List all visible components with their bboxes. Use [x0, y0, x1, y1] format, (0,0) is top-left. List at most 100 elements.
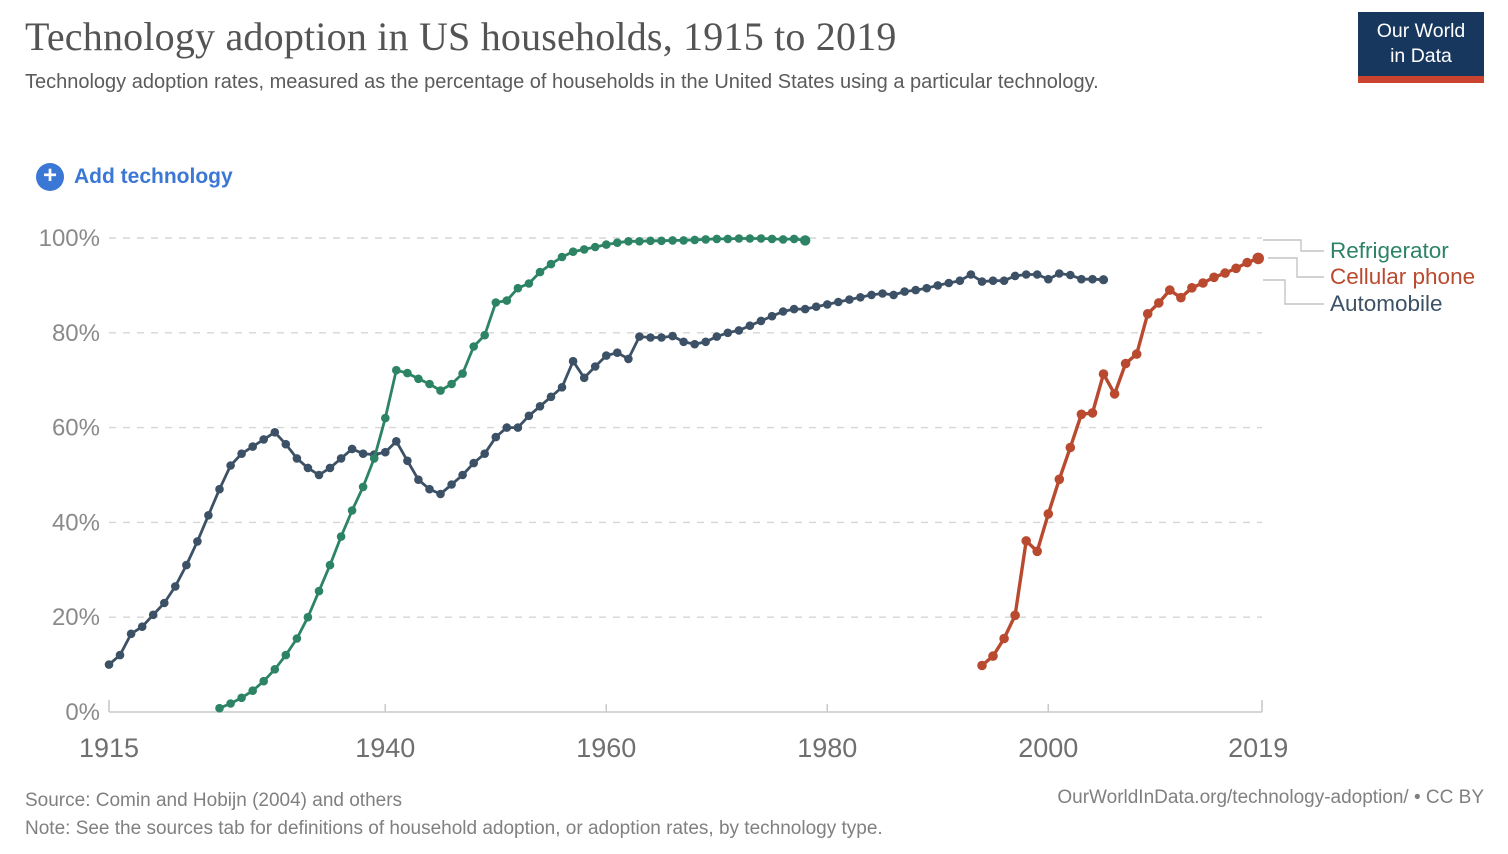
point-automobile-1927	[237, 449, 246, 459]
point-automobile-1921	[171, 582, 180, 591]
legend-connector-cellular-phone	[1268, 257, 1324, 278]
point-cellular-phone-2013	[1187, 283, 1197, 293]
point-automobile-1930	[270, 428, 280, 437]
point-refrigerator-1971	[723, 234, 733, 244]
point-automobile-1962	[624, 354, 633, 364]
x-axis-label-1960: 1960	[576, 733, 636, 763]
point-automobile-2004	[1088, 274, 1097, 284]
point-refrigerator-1946	[447, 379, 456, 389]
point-refrigerator-1959	[590, 242, 600, 252]
point-refrigerator-1948	[469, 342, 479, 351]
point-automobile-1933	[303, 463, 313, 473]
point-automobile-1942	[403, 456, 412, 466]
point-cellular-phone-1998	[1021, 536, 1031, 546]
point-refrigerator-1941	[392, 365, 401, 375]
line-refrigerator	[218, 237, 806, 710]
point-automobile-1940	[381, 447, 390, 457]
point-refrigerator-1955	[546, 259, 556, 269]
point-cellular-phone-2008	[1131, 349, 1142, 359]
point-refrigerator-1956	[557, 252, 567, 262]
point-automobile-1999	[1032, 270, 1042, 279]
point-automobile-1981	[834, 297, 843, 307]
point-automobile-1986	[889, 290, 898, 300]
point-automobile-1923	[193, 537, 202, 546]
point-cellular-phone-2000	[1043, 509, 1054, 519]
page-subtitle: Technology adoption rates, measured as t…	[25, 71, 1099, 93]
point-automobile-1970	[712, 332, 722, 341]
point-refrigerator-1938	[358, 482, 368, 492]
owid-logo-accent-bar	[1358, 76, 1484, 83]
point-refrigerator-1933	[303, 612, 313, 622]
legend-item-refrigerator[interactable]: Refrigerator	[1330, 238, 1449, 263]
note-text: Note: See the sources tab for definition…	[25, 818, 883, 839]
point-automobile-1955	[546, 392, 556, 402]
point-refrigerator-1929	[259, 676, 269, 686]
point-automobile-1967	[679, 337, 688, 347]
credit-link[interactable]: OurWorldInData.org/technology-adoption/ …	[1057, 787, 1484, 808]
page-title: Technology adoption in US households, 19…	[25, 14, 897, 59]
point-refrigerator-1957	[568, 247, 578, 256]
point-automobile-1992	[955, 276, 965, 286]
point-automobile-1925	[215, 484, 224, 494]
point-automobile-1977	[789, 304, 799, 314]
x-axis-label-1980: 1980	[797, 733, 857, 763]
point-automobile-2003	[1077, 274, 1086, 284]
point-automobile-2002	[1066, 270, 1075, 280]
point-cellular-phone-2017	[1231, 263, 1241, 274]
point-automobile-1978	[800, 304, 810, 314]
point-automobile-1989	[922, 283, 931, 293]
add-technology-button[interactable]: + Add technology	[36, 163, 233, 191]
point-cellular-phone-1996	[999, 633, 1009, 644]
point-automobile-1944	[425, 484, 434, 494]
point-automobile-1931	[281, 439, 291, 449]
point-refrigerator-1949	[480, 330, 490, 340]
point-automobile-1985	[878, 289, 887, 298]
point-refrigerator-1964	[646, 236, 655, 246]
point-refrigerator-1973	[745, 234, 755, 243]
point-automobile-1932	[292, 454, 302, 463]
y-axis-label-100: 100%	[39, 225, 100, 252]
point-refrigerator-1974	[756, 234, 766, 243]
point-automobile-1926	[226, 461, 235, 470]
point-refrigerator-1925	[215, 703, 224, 713]
point-automobile-1935	[325, 463, 335, 473]
legend-connector-refrigerator	[1263, 239, 1324, 252]
point-refrigerator-1950	[491, 298, 501, 307]
point-automobile-1954	[535, 402, 545, 411]
point-refrigerator-1965	[657, 236, 666, 246]
point-cellular-phone-2004	[1087, 408, 1098, 418]
point-cellular-phone-1999	[1032, 546, 1042, 557]
point-refrigerator-1945	[436, 386, 445, 395]
point-automobile-2000	[1044, 274, 1053, 284]
point-automobile-1964	[646, 333, 655, 342]
x-axis-label-2019: 2019	[1228, 733, 1288, 763]
point-cellular-phone-1995	[988, 651, 998, 661]
point-automobile-1918	[137, 622, 147, 631]
source-text: Source: Comin and Hobijn (2004) and othe…	[25, 790, 403, 811]
point-refrigerator-1934	[314, 586, 324, 596]
point-refrigerator-1939	[369, 454, 379, 463]
point-automobile-1952	[513, 423, 523, 432]
y-axis-label-80: 80%	[52, 320, 100, 347]
point-automobile-1972	[734, 326, 744, 335]
point-cellular-phone-2015	[1209, 272, 1219, 283]
point-automobile-1974	[756, 316, 766, 326]
line-cellular-phone	[980, 256, 1259, 667]
point-cellular-phone-2018	[1242, 257, 1252, 268]
point-refrigerator-1930	[270, 665, 280, 674]
point-refrigerator-1944	[425, 379, 434, 389]
owid-logo[interactable]: Our World in Data	[1358, 12, 1484, 83]
point-automobile-1983	[856, 293, 865, 302]
point-automobile-1916	[115, 650, 125, 660]
point-automobile-1990	[933, 281, 943, 290]
point-cellular-phone-2002	[1065, 442, 1076, 453]
point-automobile-1924	[204, 511, 213, 520]
point-refrigerator-1928	[248, 686, 257, 695]
legend-item-cellular-phone[interactable]: Cellular phone	[1330, 264, 1476, 289]
point-refrigerator-1977	[789, 234, 799, 244]
point-refrigerator-1967	[679, 236, 688, 245]
legend-item-automobile[interactable]: Automobile	[1330, 291, 1443, 316]
point-cellular-phone-2010	[1154, 298, 1164, 308]
point-automobile-1919	[148, 610, 158, 620]
